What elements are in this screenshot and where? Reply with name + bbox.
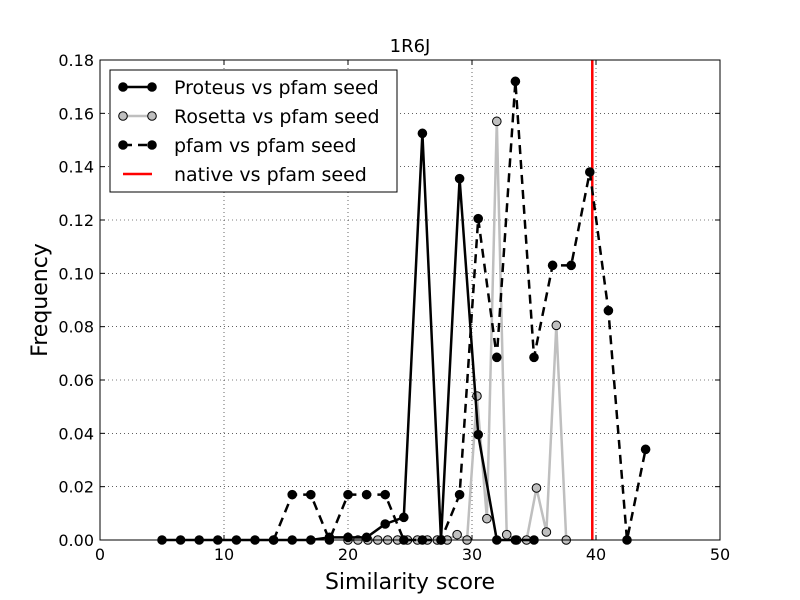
data-point [585, 167, 595, 177]
data-point [482, 513, 492, 524]
data-point [452, 529, 462, 540]
data-point [531, 483, 542, 493]
data-point [551, 320, 562, 331]
legend-box [109, 69, 398, 193]
legend-label: Rosetta vs pfam seed [174, 106, 380, 128]
y-tick-label: 0.10 [58, 264, 94, 283]
legend-swatch-marker [147, 82, 157, 92]
legend-item: Rosetta vs pfam seed [118, 106, 380, 128]
x-tick-label: 50 [710, 545, 730, 564]
x-tick-label: 20 [338, 545, 358, 564]
legend-swatch-marker [118, 140, 128, 150]
y-tick-label: 0.02 [58, 478, 94, 497]
legend-label: pfam vs pfam seed [174, 135, 356, 157]
data-point [306, 489, 316, 500]
data-point [343, 489, 353, 500]
x-axis-label: Similarity score [325, 570, 495, 595]
plot-frame [99, 59, 721, 541]
legend-swatch-marker [147, 111, 157, 121]
data-point [492, 352, 502, 363]
x-tick-label: 10 [214, 545, 234, 564]
data-point [361, 489, 372, 500]
data-point [529, 352, 539, 363]
y-tick-label: 0.14 [58, 158, 94, 177]
y-tick-label: 0.18 [58, 51, 94, 70]
legend-item: Proteus vs pfam seed [118, 77, 379, 99]
y-tick-label: 0.00 [58, 531, 94, 550]
data-point [473, 429, 484, 440]
axis-ticks: 0 10 20 30 40 50 0.00 0.02 0.04 0.06 0.08 0.10 0.12 0… [58, 51, 730, 564]
legend-swatch-marker [147, 140, 157, 150]
data-point [492, 116, 502, 127]
data-point [454, 173, 465, 184]
y-tick-label: 0.16 [58, 104, 94, 123]
legend-label: Proteus vs pfam seed [174, 77, 379, 99]
legend-item: native vs pfam seed [123, 164, 367, 186]
x-tick-label: 40 [586, 545, 606, 564]
data-point [454, 489, 465, 500]
data-point [380, 489, 391, 500]
y-tick-label: 0.08 [58, 318, 94, 337]
data-point [510, 76, 521, 87]
data-point [380, 519, 391, 529]
data-point [417, 128, 428, 139]
data-point [501, 529, 512, 540]
legend-label: native vs pfam seed [174, 164, 367, 186]
x-tick-label: 0 [95, 545, 105, 564]
chart-title: 1R6J [390, 36, 431, 57]
legend-item: pfam vs pfam seed [118, 135, 356, 157]
data-point [287, 489, 298, 500]
y-tick-label: 0.04 [58, 424, 94, 443]
data-point [547, 260, 558, 271]
data-point [361, 532, 372, 543]
data-point [603, 305, 614, 316]
legend: Proteus vs pfam seed Rosetta vs pfam seed… [109, 69, 398, 193]
legend-swatch-marker [118, 111, 128, 121]
data-point [399, 512, 409, 523]
y-tick-label: 0.12 [58, 211, 94, 230]
y-tick-label: 0.06 [58, 371, 94, 390]
data-point [640, 444, 651, 455]
data-point [566, 260, 577, 271]
legend-swatch-marker [118, 82, 128, 92]
y-axis-label: Frequency [28, 243, 53, 357]
x-tick-label: 30 [462, 545, 482, 564]
data-point [541, 527, 552, 537]
data-point [473, 213, 484, 224]
